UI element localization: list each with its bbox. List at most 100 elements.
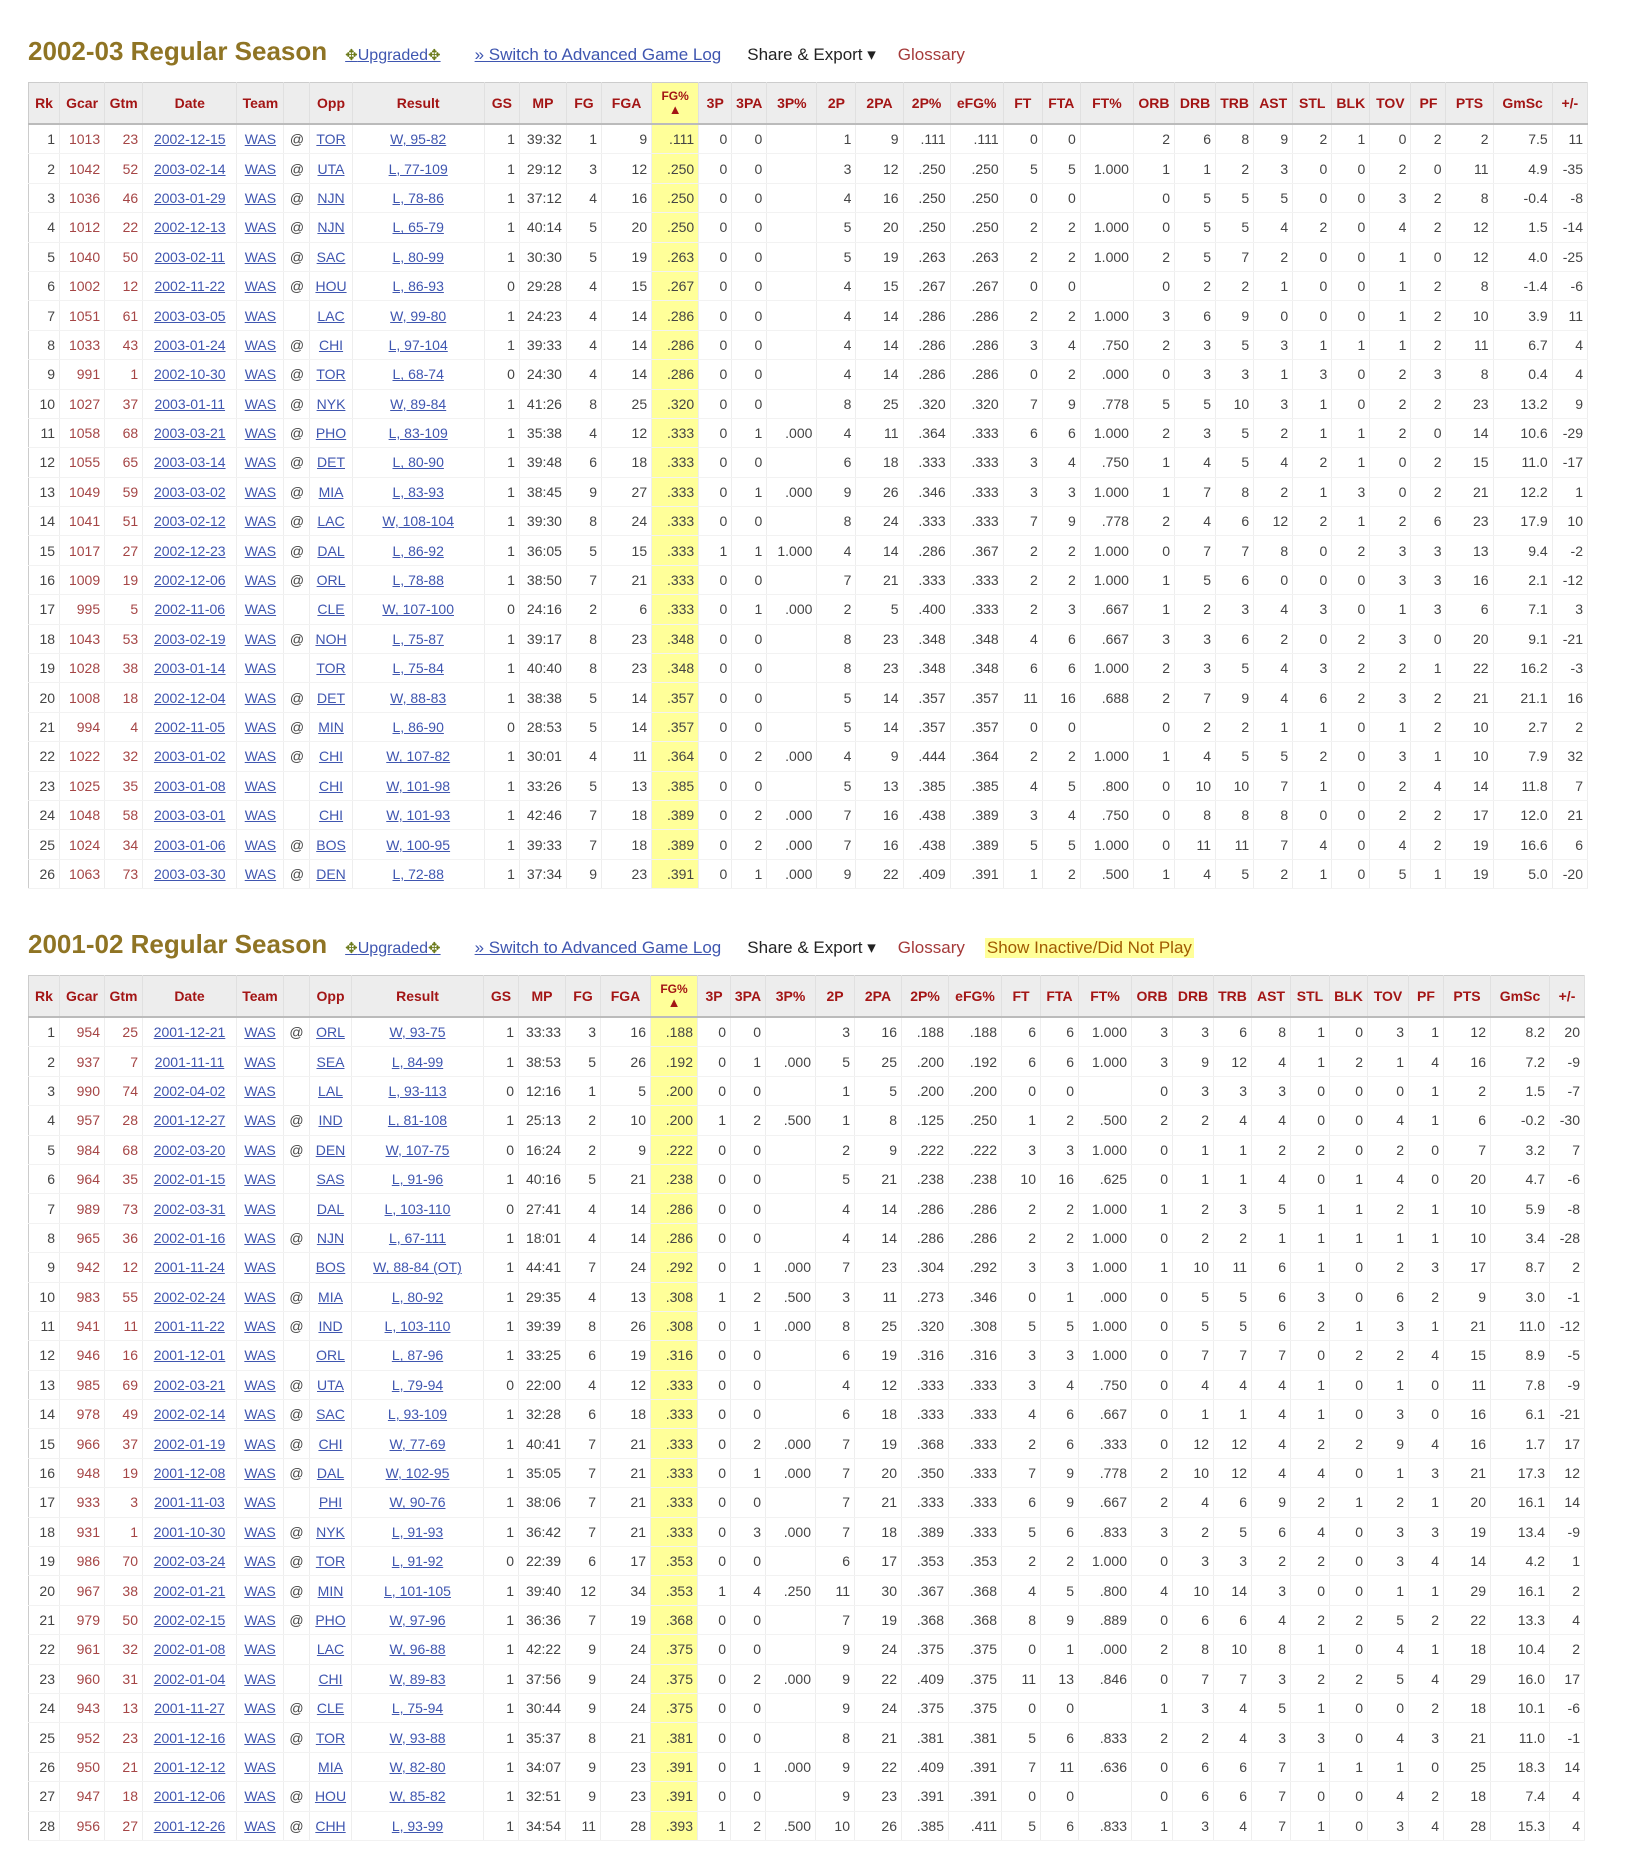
cell-date[interactable]: 2003-02-19	[142, 624, 238, 655]
cell-team[interactable]: WAS	[236, 212, 285, 243]
cell-result[interactable]: L, 93-109	[351, 1399, 484, 1430]
cell-date[interactable]: 2003-01-29	[142, 183, 238, 214]
cell-team[interactable]: WAS	[236, 1046, 284, 1077]
column-header-blk[interactable]: BLK	[1329, 975, 1368, 1018]
cell-opp[interactable]: TOR	[309, 359, 353, 390]
cell-team[interactable]: WAS	[236, 124, 285, 155]
cell-opp[interactable]: UTA	[309, 153, 353, 184]
column-header-ast[interactable]: AST	[1253, 82, 1294, 125]
column-header-tov[interactable]: TOV	[1369, 82, 1412, 125]
column-header-gmsc[interactable]: GmSc	[1493, 82, 1553, 125]
cell-date[interactable]: 2002-01-15	[142, 1164, 237, 1195]
glossary-link[interactable]: Glossary	[897, 45, 965, 64]
cell-date[interactable]: 2002-11-06	[142, 594, 238, 625]
cell-opp[interactable]: SEA	[309, 1046, 352, 1077]
cell-opp[interactable]: MIN	[309, 1575, 352, 1606]
cell-team[interactable]: WAS	[236, 1017, 284, 1048]
cell-result[interactable]: W, 89-84	[352, 389, 485, 419]
cell-date[interactable]: 2003-02-11	[142, 242, 238, 272]
column-header-3p-[interactable]: 3P%	[765, 975, 816, 1018]
share-export-menu[interactable]: Share & Export ▾	[747, 938, 876, 957]
cell-result[interactable]: L, 87-96	[351, 1340, 484, 1371]
column-header-fg-[interactable]: FG% ▲	[651, 82, 700, 125]
cell-result[interactable]: W, 107-75	[351, 1135, 484, 1165]
cell-opp[interactable]: ORL	[309, 565, 353, 596]
cell-result[interactable]: L, 86-92	[352, 535, 485, 566]
column-header-gtm[interactable]: Gtm	[104, 82, 144, 125]
cell-result[interactable]: W, 101-98	[352, 771, 485, 801]
cell-team[interactable]: WAS	[236, 1105, 284, 1136]
column-header-date[interactable]: Date	[142, 975, 237, 1018]
cell-opp[interactable]: NYK	[309, 389, 353, 419]
cell-date[interactable]: 2001-11-03	[142, 1487, 237, 1518]
column-header-2p[interactable]: 2P	[816, 82, 857, 125]
column-header-date[interactable]: Date	[142, 82, 238, 125]
column-header-efg-[interactable]: eFG%	[948, 975, 1002, 1018]
cell-team[interactable]: WAS	[236, 565, 285, 596]
cell-opp[interactable]: SAC	[309, 242, 353, 272]
column-header-result[interactable]: Result	[351, 975, 484, 1018]
column-header-team[interactable]: Team	[236, 975, 284, 1018]
cell-date[interactable]: 2001-12-21	[142, 1017, 237, 1048]
cell-result[interactable]: W, 93-88	[351, 1722, 484, 1753]
cell-date[interactable]: 2002-03-20	[142, 1135, 237, 1165]
cell-opp[interactable]: NJN	[309, 212, 353, 243]
cell-opp[interactable]: HOU	[309, 271, 353, 302]
column-header-ft[interactable]: FT	[1003, 82, 1043, 125]
cell-result[interactable]: L, 101-105	[351, 1575, 484, 1606]
cell-team[interactable]: WAS	[236, 1781, 284, 1812]
cell-team[interactable]: WAS	[236, 300, 285, 331]
cell-team[interactable]: WAS	[236, 1340, 284, 1371]
cell-team[interactable]: WAS	[236, 1487, 284, 1518]
column-header-gcar[interactable]: Gcar	[59, 975, 105, 1018]
cell-date[interactable]: 2002-02-24	[142, 1282, 237, 1312]
column-header-location[interactable]	[283, 975, 310, 1018]
column-header-tov[interactable]: TOV	[1367, 975, 1409, 1018]
cell-team[interactable]: WAS	[236, 1634, 284, 1665]
cell-result[interactable]: L, 75-84	[352, 653, 485, 684]
cell-opp[interactable]: DAL	[309, 535, 353, 566]
cell-date[interactable]: 2003-01-06	[142, 829, 238, 860]
cell-result[interactable]: L, 93-113	[351, 1076, 484, 1107]
cell-opp[interactable]: LAC	[309, 1634, 352, 1665]
cell-date[interactable]: 2003-03-21	[142, 418, 238, 449]
cell-team[interactable]: WAS	[236, 1164, 284, 1195]
cell-date[interactable]: 2001-10-30	[142, 1517, 237, 1548]
cell-date[interactable]: 2003-03-14	[142, 447, 238, 478]
cell-result[interactable]: W, 100-95	[352, 829, 485, 860]
cell-result[interactable]: L, 80-92	[351, 1282, 484, 1312]
cell-result[interactable]: L, 75-87	[352, 624, 485, 655]
upgraded-link[interactable]: ✥Upgraded✥	[345, 47, 441, 64]
cell-opp[interactable]: SAC	[309, 1399, 352, 1430]
cell-result[interactable]: L, 97-104	[352, 330, 485, 361]
column-header-gcar[interactable]: Gcar	[59, 82, 106, 125]
cell-team[interactable]: WAS	[236, 1252, 284, 1283]
cell-result[interactable]: W, 101-93	[352, 800, 485, 831]
cell-team[interactable]: WAS	[236, 535, 285, 566]
cell-opp[interactable]: CHI	[309, 330, 353, 361]
column-header-ft-[interactable]: FT%	[1080, 82, 1134, 125]
cell-result[interactable]: L, 103-110	[351, 1193, 484, 1224]
column-header-mp[interactable]: MP	[519, 82, 567, 125]
glossary-link[interactable]: Glossary	[897, 938, 965, 957]
column-header-drb[interactable]: DRB	[1174, 82, 1217, 125]
cell-opp[interactable]: IND	[309, 1311, 352, 1342]
cell-team[interactable]: WAS	[236, 1458, 284, 1489]
cell-date[interactable]: 2001-12-12	[142, 1752, 237, 1783]
cell-result[interactable]: W, 93-75	[351, 1017, 484, 1048]
cell-opp[interactable]: NOH	[309, 624, 353, 655]
column-header-trb[interactable]: TRB	[1215, 82, 1255, 125]
cell-date[interactable]: 2003-01-11	[142, 389, 238, 419]
cell-opp[interactable]: DEN	[309, 1135, 352, 1165]
cell-team[interactable]: WAS	[236, 506, 285, 537]
cell-team[interactable]: WAS	[236, 800, 285, 831]
cell-date[interactable]: 2001-11-22	[142, 1311, 237, 1342]
column-header-ft[interactable]: FT	[1001, 975, 1041, 1018]
column-header-fg-[interactable]: FG% ▲	[650, 975, 698, 1018]
cell-team[interactable]: WAS	[236, 1546, 284, 1577]
cell-date[interactable]: 2003-03-30	[142, 859, 238, 890]
column-header-opp[interactable]: Opp	[309, 82, 353, 125]
cell-team[interactable]: WAS	[236, 1517, 284, 1548]
cell-date[interactable]: 2002-02-14	[142, 1399, 237, 1430]
cell-opp[interactable]: TOR	[309, 653, 353, 684]
